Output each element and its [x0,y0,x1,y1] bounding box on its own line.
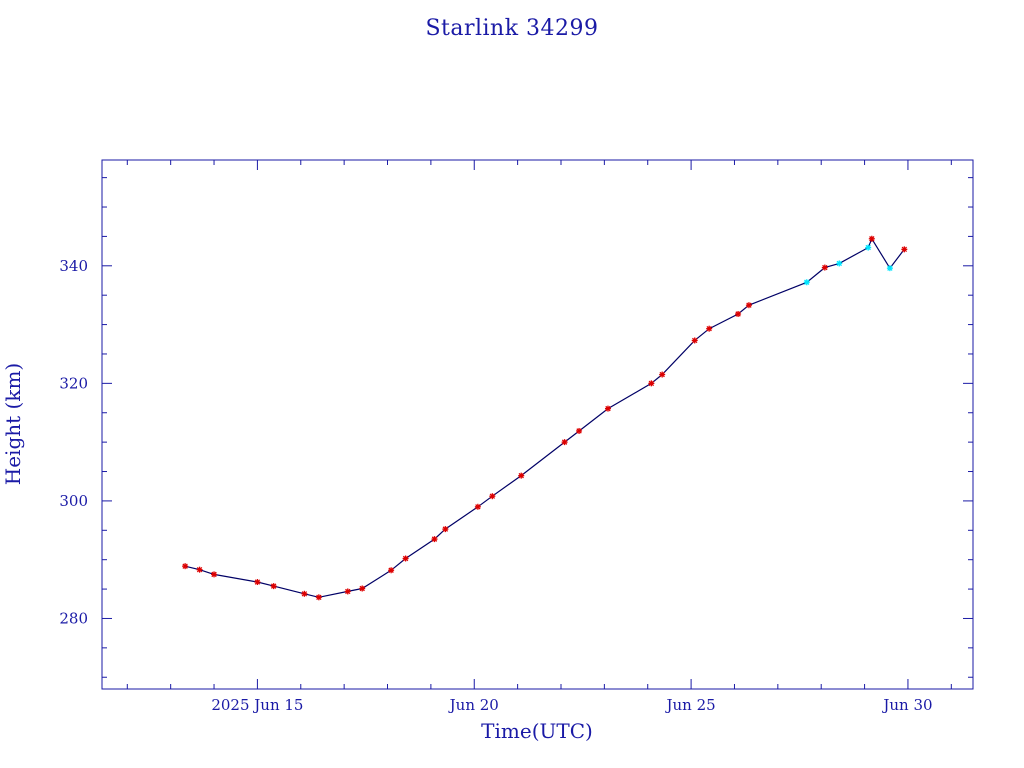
data-point [344,588,351,595]
tick-labels: 2025 Jun 15 Jun 20 Jun 25 Jun 30 280 300 320 34… [59,257,932,714]
data-point [803,279,810,286]
y-tick-label: 340 [59,257,88,275]
data-point [576,427,583,434]
data-point [442,526,449,533]
x-tick-label: 2025 Jun 15 [211,696,303,714]
data-point [659,371,666,378]
data-point [865,244,872,251]
data-point [886,265,893,272]
axis-ticks [102,160,973,689]
data-markers [182,235,908,601]
y-tick-label: 300 [59,492,88,510]
data-point [196,566,203,573]
data-point [901,246,908,253]
data-point [359,585,366,592]
plot-frame [101,159,974,690]
data-point [648,380,655,387]
data-point [821,264,828,271]
data-point [745,302,752,309]
data-point [836,260,843,267]
x-tick-label: Jun 25 [664,696,715,714]
data-point [706,325,713,332]
data-point [489,493,496,500]
data-point [301,590,308,597]
data-point [388,567,395,574]
data-point [691,337,698,344]
chart-title: Starlink 34299 [425,16,599,41]
data-point [518,472,525,479]
data-point [315,594,322,601]
x-axis-label: Time(UTC) [481,719,593,743]
data-point [270,583,277,590]
x-tick-label: Jun 20 [448,696,499,714]
data-point [735,310,742,317]
data-point [182,563,189,570]
data-point [431,536,438,543]
data-point [254,579,261,586]
y-axis-label: Height (km) [1,363,25,485]
data-point [604,405,611,412]
y-tick-label: 320 [59,374,88,392]
data-point [474,503,481,510]
data-point [561,439,568,446]
x-tick-label: Jun 30 [881,696,932,714]
series-line [184,237,905,598]
data-point [402,555,409,562]
y-tick-label: 280 [59,609,88,627]
data-point [211,571,218,578]
data-point [868,235,875,242]
